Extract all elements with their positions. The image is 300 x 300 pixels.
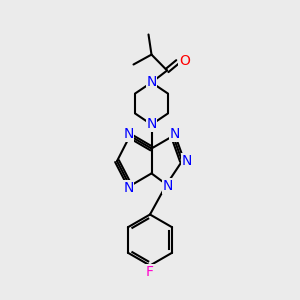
Text: N: N <box>163 179 173 193</box>
Text: N: N <box>123 181 134 194</box>
Text: O: O <box>179 54 190 68</box>
Text: N: N <box>123 128 134 141</box>
Text: N: N <box>146 76 157 89</box>
Text: N: N <box>146 118 157 131</box>
Text: F: F <box>146 265 154 279</box>
Text: N: N <box>182 154 192 168</box>
Text: N: N <box>169 128 180 141</box>
